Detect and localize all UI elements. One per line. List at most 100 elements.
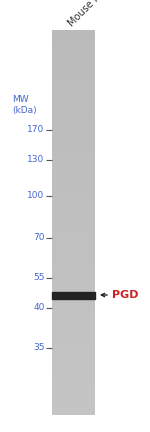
Bar (52, 364, 95, 367)
Bar (52, 270, 95, 274)
Bar (52, 104, 95, 107)
Bar (52, 405, 95, 409)
Bar (52, 133, 95, 136)
Bar (52, 126, 95, 130)
Bar (52, 341, 95, 344)
Bar (52, 117, 95, 120)
Bar (52, 152, 95, 155)
Bar (52, 165, 95, 168)
Bar (52, 146, 95, 149)
Bar (52, 299, 95, 303)
Bar (52, 56, 95, 59)
Bar (52, 251, 95, 254)
Bar (52, 107, 95, 110)
Bar (52, 114, 95, 117)
Bar (52, 373, 95, 377)
Bar (52, 187, 95, 191)
Bar (52, 370, 95, 373)
Bar (52, 235, 95, 238)
Bar (52, 62, 95, 65)
Bar (52, 386, 95, 389)
Bar (52, 46, 95, 49)
Bar (52, 293, 95, 296)
Bar (52, 149, 95, 152)
Bar (52, 123, 95, 126)
Bar (52, 312, 95, 315)
Bar (52, 335, 95, 338)
Bar (52, 254, 95, 258)
Bar (52, 159, 95, 162)
Bar (52, 49, 95, 52)
Bar (52, 52, 95, 56)
Bar (52, 72, 95, 75)
Bar (52, 309, 95, 312)
Bar (52, 383, 95, 386)
Bar (52, 130, 95, 133)
Bar (52, 396, 95, 399)
Bar (52, 59, 95, 62)
Bar (52, 213, 95, 216)
Bar (52, 283, 95, 287)
Bar (52, 88, 95, 91)
Bar (52, 412, 95, 415)
Bar (52, 409, 95, 412)
Text: 130: 130 (27, 156, 45, 165)
Bar (52, 120, 95, 123)
Bar (52, 290, 95, 293)
Bar (52, 338, 95, 341)
Bar (52, 206, 95, 210)
Bar (52, 197, 95, 200)
Bar (52, 402, 95, 405)
Bar (52, 287, 95, 290)
Bar (52, 325, 95, 328)
Bar (52, 110, 95, 114)
Bar (52, 184, 95, 187)
Text: 100: 100 (27, 191, 45, 200)
Bar (52, 344, 95, 348)
Bar (52, 277, 95, 280)
Bar (52, 380, 95, 383)
Bar (52, 139, 95, 142)
Text: 35: 35 (33, 343, 45, 353)
Bar (52, 248, 95, 251)
Bar (52, 351, 95, 354)
Bar (52, 229, 95, 232)
Bar (52, 178, 95, 181)
Bar (52, 322, 95, 325)
Bar (52, 393, 95, 396)
Bar (52, 332, 95, 335)
Bar (52, 267, 95, 270)
Bar (52, 97, 95, 101)
Bar (52, 142, 95, 146)
Text: 40: 40 (33, 304, 45, 312)
Bar (52, 242, 95, 245)
Bar (52, 303, 95, 306)
Bar (52, 181, 95, 184)
Bar (52, 194, 95, 197)
Bar (52, 40, 95, 43)
Bar (52, 175, 95, 178)
Bar (52, 78, 95, 81)
Bar (52, 389, 95, 393)
Bar (52, 328, 95, 332)
Bar (52, 245, 95, 248)
Bar (52, 168, 95, 171)
Text: MW
(kDa): MW (kDa) (12, 95, 37, 115)
Bar (52, 43, 95, 46)
Bar (52, 136, 95, 139)
Bar (52, 219, 95, 222)
Bar (52, 315, 95, 319)
Bar (52, 65, 95, 69)
Bar (52, 36, 95, 40)
Bar (52, 258, 95, 261)
Text: 70: 70 (33, 234, 45, 242)
Text: 55: 55 (33, 273, 45, 283)
Bar (52, 306, 95, 309)
Bar (52, 81, 95, 85)
Bar (52, 222, 95, 226)
Text: PGD: PGD (112, 290, 138, 300)
Bar (52, 348, 95, 351)
Bar (52, 69, 95, 72)
Bar (52, 274, 95, 277)
Text: 170: 170 (27, 126, 45, 134)
